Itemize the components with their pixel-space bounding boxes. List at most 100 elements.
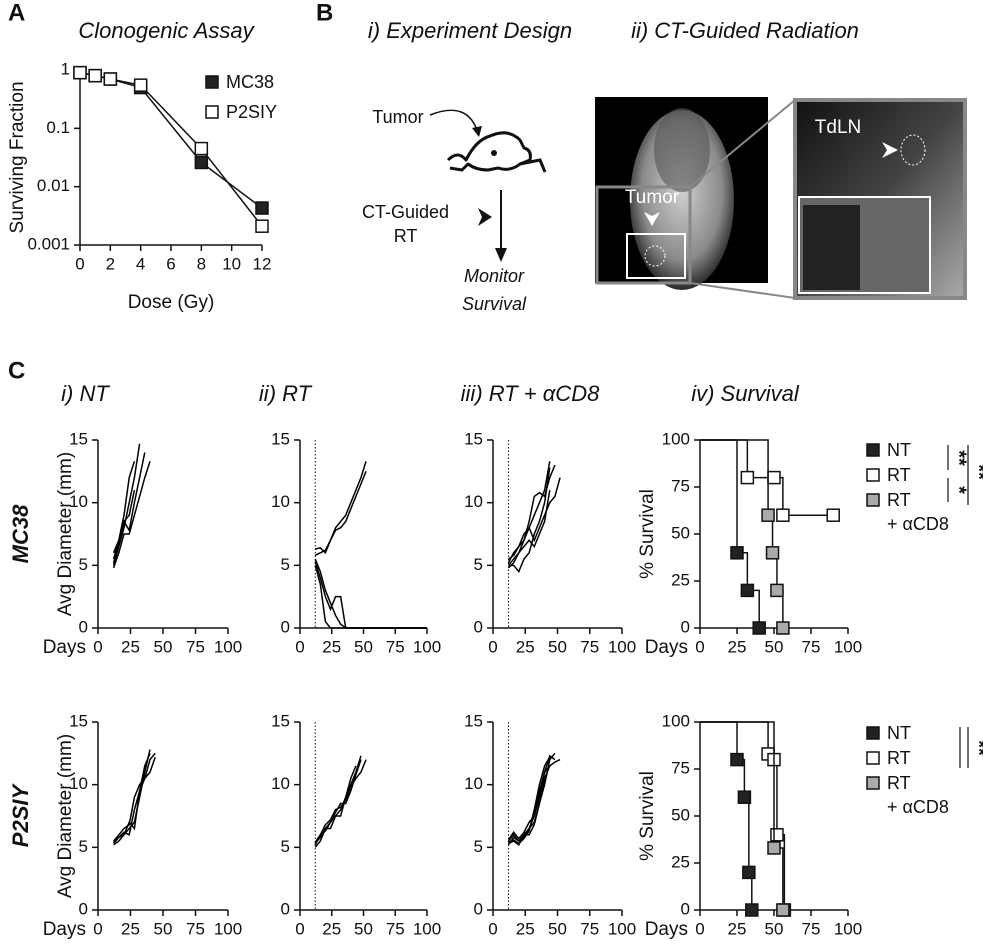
legend-label: NT bbox=[887, 440, 911, 460]
x-axis-label: Days bbox=[43, 637, 86, 658]
survival-curve bbox=[700, 439, 834, 516]
x-tick-label: 0 bbox=[75, 254, 84, 273]
x-tick-label: 100 bbox=[214, 637, 242, 656]
x-tick-label: 2 bbox=[106, 254, 115, 273]
x-tick-label: 50 bbox=[765, 637, 784, 656]
data-line bbox=[79, 71, 263, 227]
chart-title: ii) RT bbox=[259, 381, 313, 406]
marker bbox=[194, 141, 209, 156]
marker bbox=[770, 828, 784, 842]
marker bbox=[73, 65, 87, 80]
x-tick-label: 0 bbox=[295, 919, 304, 938]
marker bbox=[255, 201, 269, 215]
significance-label: ** bbox=[968, 740, 983, 756]
y-tick-label: 15 bbox=[271, 429, 290, 448]
y-tick-label: 0 bbox=[474, 617, 483, 636]
legend-label: RT + αCD8 bbox=[887, 773, 949, 817]
data-line bbox=[314, 765, 357, 845]
data-line bbox=[314, 561, 427, 629]
x-tick-label: 75 bbox=[802, 919, 821, 938]
arrow bbox=[429, 109, 479, 134]
ct-organ bbox=[654, 108, 710, 192]
y-axis-label: Avg Diameter (mm) bbox=[55, 452, 76, 616]
marker bbox=[765, 546, 780, 560]
y-tick-label: 25 bbox=[671, 852, 690, 871]
survival-curve bbox=[700, 439, 760, 628]
marker bbox=[194, 155, 209, 170]
data-line bbox=[508, 467, 551, 574]
marker bbox=[740, 583, 755, 598]
legend-marker bbox=[866, 776, 880, 790]
lymph-node-outline bbox=[900, 134, 926, 166]
y-tick-label: 0 bbox=[79, 617, 88, 636]
x-tick-label: 100 bbox=[413, 919, 441, 938]
panel-label: C bbox=[8, 357, 25, 384]
data-line bbox=[113, 756, 156, 842]
panel-label: B bbox=[316, 0, 333, 26]
y-tick-label: 15 bbox=[464, 429, 483, 448]
y-tick-label: 10 bbox=[69, 492, 88, 511]
marker bbox=[761, 508, 775, 522]
legend-marker bbox=[866, 493, 880, 507]
x-tick-label: 75 bbox=[580, 637, 599, 656]
marker bbox=[752, 621, 766, 635]
y-axis-label: Surviving Fraction bbox=[7, 81, 28, 233]
y-tick-label: 10 bbox=[464, 774, 483, 793]
data-line bbox=[314, 759, 367, 843]
data-line bbox=[112, 461, 151, 569]
x-tick-label: 25 bbox=[121, 637, 140, 656]
x-tick-label: 0 bbox=[488, 919, 497, 938]
marker bbox=[776, 621, 790, 635]
data-line bbox=[113, 749, 151, 846]
y-tick-label: 5 bbox=[474, 837, 483, 856]
x-tick-label: 75 bbox=[386, 919, 405, 938]
marker bbox=[826, 508, 840, 522]
marker bbox=[88, 68, 102, 83]
marker bbox=[255, 219, 269, 233]
chart-title: iii) RT + αCD8 bbox=[461, 381, 600, 406]
x-tick-label: 12 bbox=[253, 254, 272, 273]
x-tick-label: 75 bbox=[386, 637, 405, 656]
y-tick-label: 0 bbox=[79, 899, 88, 918]
y-tick-label: 0 bbox=[474, 899, 483, 918]
x-tick-label: 25 bbox=[121, 919, 140, 938]
marker bbox=[767, 470, 781, 485]
data-line bbox=[507, 758, 561, 846]
y-tick-label: 5 bbox=[79, 555, 88, 574]
data-line bbox=[508, 756, 551, 845]
legend-label: RT + αCD8 bbox=[887, 490, 949, 534]
y-tick-label: 0 bbox=[681, 899, 690, 918]
y-tick-label: 25 bbox=[671, 570, 690, 589]
y-tick-label: 100 bbox=[662, 429, 690, 448]
y-tick-label: 0 bbox=[281, 899, 290, 918]
x-tick-label: 75 bbox=[186, 637, 205, 656]
data-line bbox=[508, 477, 561, 560]
significance-label: * bbox=[948, 486, 970, 494]
inset-texture bbox=[803, 205, 860, 290]
x-tick-label: 0 bbox=[488, 637, 497, 656]
x-tick-label: 50 bbox=[765, 919, 784, 938]
y-tick-label: 100 bbox=[662, 711, 690, 730]
marker bbox=[740, 470, 755, 485]
x-tick-label: 0 bbox=[93, 637, 102, 656]
data-line bbox=[314, 755, 362, 848]
legend-marker bbox=[205, 105, 219, 119]
data-line bbox=[112, 452, 146, 564]
y-tick-label: 15 bbox=[271, 711, 290, 730]
x-tick-label: 0 bbox=[695, 637, 704, 656]
legend-label: P2SIY bbox=[226, 102, 278, 122]
x-tick-label: 0 bbox=[695, 919, 704, 938]
y-tick-label: 75 bbox=[671, 758, 690, 777]
x-axis-label: Days bbox=[43, 919, 86, 940]
x-tick-label: 50 bbox=[354, 919, 373, 938]
radiation-arrowhead bbox=[478, 208, 492, 226]
y-axis-label: Avg Diameter (mm) bbox=[55, 734, 76, 898]
zoom-line bbox=[689, 99, 796, 188]
tumor-label: Tumor bbox=[372, 107, 423, 127]
arrowhead bbox=[495, 248, 507, 262]
panel-label: A bbox=[8, 0, 25, 26]
x-tick-label: 50 bbox=[154, 919, 173, 938]
row-label: MC38 bbox=[8, 504, 33, 563]
treatment-label: CT-Guided RT bbox=[362, 202, 450, 246]
